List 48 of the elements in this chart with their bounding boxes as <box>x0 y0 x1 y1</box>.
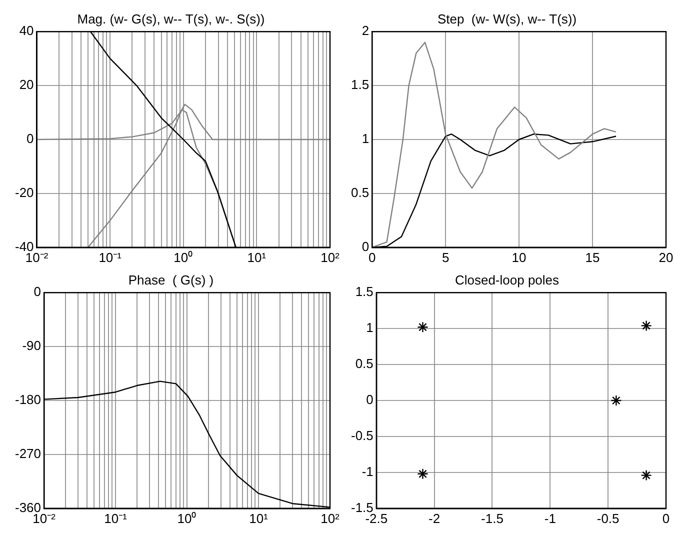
y-tick-label: 1 <box>362 131 370 146</box>
x-tick-label: 10² <box>320 250 340 265</box>
point <box>610 394 622 406</box>
y-tick-label: 0 <box>34 284 42 300</box>
y-tick-label: 2 <box>362 23 370 38</box>
y-tick-label: -180 <box>14 392 42 408</box>
x-tick-label: 10⁰ <box>177 510 197 526</box>
y-tick-label: -20 <box>14 185 34 200</box>
y-tick-label: -270 <box>14 446 42 462</box>
y-tick-label: 0 <box>362 238 370 254</box>
x-tick-label: 10¹ <box>247 250 267 265</box>
y-tick-label: 1 <box>366 320 374 336</box>
y-tick-label: 20 <box>19 77 34 92</box>
point <box>417 468 428 480</box>
x-tick-label: 10² <box>320 510 340 526</box>
y-tick-label: -360 <box>14 500 42 515</box>
x-tick-label: 10¹ <box>249 510 269 526</box>
y-tick-label: -1.5 <box>350 500 374 515</box>
y-tick-label: -1 <box>362 464 374 480</box>
x-tick-label: 0 <box>662 510 670 526</box>
y-tick-label: 40 <box>19 23 34 38</box>
x-tick-label: 5 <box>442 250 450 265</box>
x-tick-label: 10⁻¹ <box>104 510 128 526</box>
x-tick-label: -0.5 <box>596 510 620 526</box>
y-tick-label: -90 <box>22 338 42 354</box>
chart-title: Phase ( G(s) ) <box>128 272 214 288</box>
y-tick-label: 0 <box>366 392 374 408</box>
y-tick-label: 0 <box>26 131 34 146</box>
x-tick-label: 10⁰ <box>174 250 194 265</box>
chart-title: Step (w- W(s), w-- T(s)) <box>437 11 577 26</box>
x-tick-label: -1.5 <box>481 510 504 526</box>
chart-title: Closed-loop poles <box>454 272 560 288</box>
y-tick-label: -40 <box>14 238 34 254</box>
y-tick-label: 0.5 <box>355 356 374 372</box>
x-tick-label: 10⁻¹ <box>98 250 122 265</box>
chart-title: Mag. (w- G(s), w-- T(s), w-. S(s)) <box>77 11 265 26</box>
point <box>417 322 428 333</box>
y-tick-label: 0.5 <box>350 185 370 200</box>
y-tick-label: -0.5 <box>350 428 374 444</box>
x-tick-label: 15 <box>585 250 600 265</box>
x-tick-label: 10 <box>512 250 526 265</box>
x-tick-label: -2 <box>428 510 440 526</box>
x-tick-label: 20 <box>658 250 674 265</box>
point <box>640 320 652 332</box>
x-tick-label: -1 <box>544 510 556 526</box>
y-tick-label: 1.5 <box>350 77 370 92</box>
y-tick-label: 1.5 <box>355 284 374 300</box>
point <box>640 470 652 481</box>
